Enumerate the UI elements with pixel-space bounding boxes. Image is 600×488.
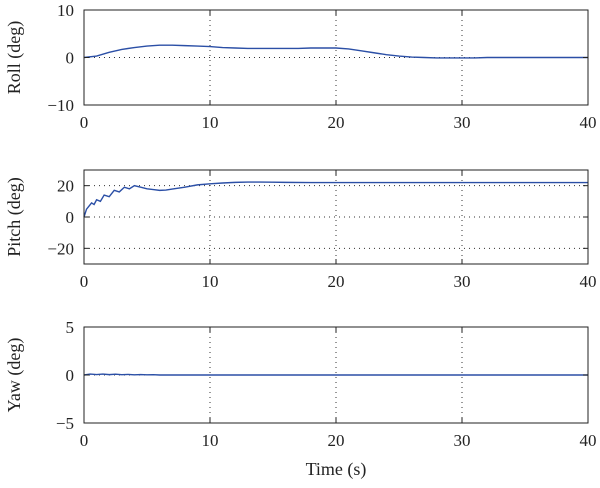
pitch-y-tick-label: 0 [66,208,75,227]
pitch-panel: 0 10 20 30 40 −20 0 20 Pitch (deg) [4,169,597,291]
yaw-x-axis-label: Time (s) [306,459,367,480]
roll-x-tick-label: 40 [580,113,597,132]
pitch-x-tick-label: 40 [580,272,597,291]
roll-y-tick-label: −10 [47,96,74,115]
pitch-y-axis-label: Pitch (deg) [4,177,25,256]
pitch-series-line [83,181,588,218]
roll-series-line [83,44,588,59]
yaw-series-line [83,373,588,376]
pitch-y-tick-label: 20 [57,177,74,196]
yaw-x-tick-label: 10 [202,431,219,450]
roll-x-tick-label: 20 [328,113,345,132]
yaw-y-tick-label: 0 [66,366,75,385]
roll-y-tick-label: 10 [57,1,74,20]
yaw-x-tick-label: 30 [454,431,471,450]
yaw-y-axis-label: Yaw (deg) [4,338,25,413]
pitch-x-tick-label: 20 [328,272,345,291]
pitch-y-tick-label: −20 [47,239,74,258]
roll-panel: 0 10 20 30 40 −10 0 10 Roll (deg) [4,1,597,132]
roll-x-tick-label: 10 [202,113,219,132]
roll-x-tick-label: 0 [80,113,89,132]
yaw-y-tick-label: −5 [56,414,74,433]
roll-x-tick-label: 30 [454,113,471,132]
pitch-x-tick-label: 10 [202,272,219,291]
roll-y-axis-label: Roll (deg) [4,21,25,95]
pitch-x-tick-label: 30 [454,272,471,291]
yaw-x-tick-label: 0 [80,431,89,450]
yaw-panel: 0 10 20 30 40 −5 0 5 Yaw (deg) Time (s) [4,318,597,480]
roll-y-tick-label: 0 [66,49,75,68]
yaw-y-tick-label: 5 [66,318,75,337]
pitch-x-tick-label: 0 [80,272,89,291]
yaw-x-tick-label: 20 [328,431,345,450]
yaw-x-tick-label: 40 [580,431,597,450]
